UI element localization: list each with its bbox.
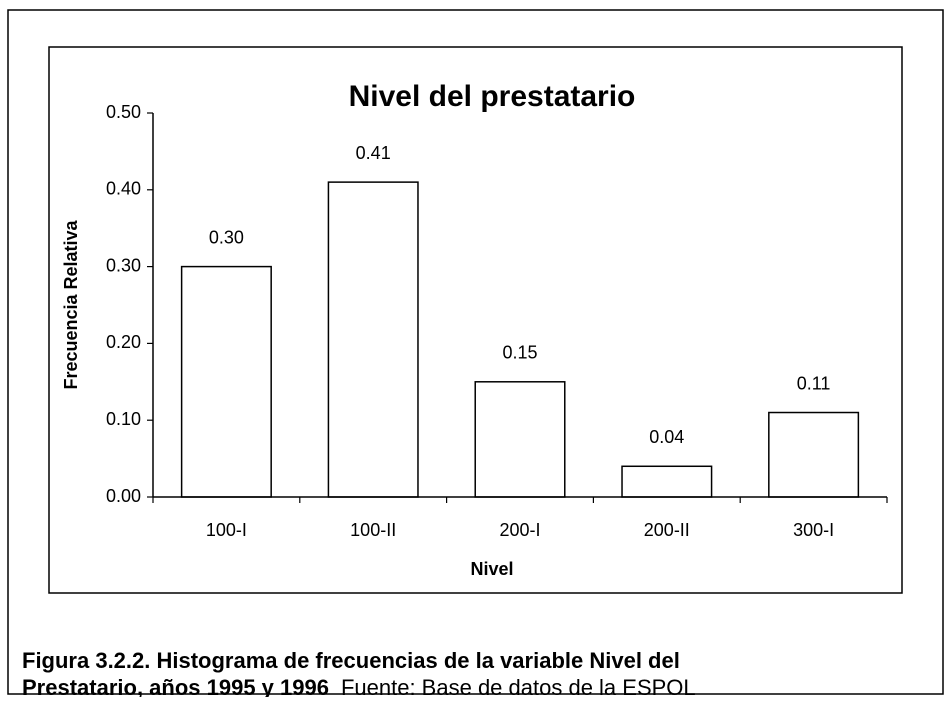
y-tick-label: 0.50 (106, 102, 141, 122)
caption-line: Prestatario, años 1995 y 1996 Fuente: Bas… (22, 675, 696, 697)
x-axis-label: Nivel (470, 559, 513, 579)
y-tick-label: 0.10 (106, 409, 141, 429)
x-tick-label: 300-I (793, 520, 834, 540)
value-label: 0.04 (649, 427, 684, 447)
caption-line: Figura 3.2.2. Histograma de frecuencias … (22, 648, 680, 673)
x-tick-label: 100-II (350, 520, 396, 540)
y-tick-label: 0.40 (106, 179, 141, 199)
value-label: 0.41 (356, 143, 391, 163)
value-label: 0.11 (797, 373, 831, 393)
y-tick-label: 0.20 (106, 332, 141, 352)
bar (768, 411, 860, 498)
chart-title: Nivel del prestatario (349, 80, 636, 113)
y-tick-label: 0.30 (106, 255, 141, 275)
bar (180, 265, 272, 498)
y-axis-label: Frecuencia Relativa (61, 219, 81, 389)
bar (621, 465, 713, 498)
y-tick-label: 0.00 (106, 486, 141, 506)
x-tick-label: 200-II (644, 520, 690, 540)
chart-border (48, 46, 903, 594)
bar (327, 181, 419, 498)
caption-source: Fuente: Base de datos de la ESPOL (341, 675, 696, 697)
caption-text: Prestatario, años 1995 y 1996 (22, 675, 329, 697)
x-tick-label: 100-I (206, 520, 247, 540)
bar (474, 381, 566, 498)
value-label: 0.30 (209, 227, 244, 247)
value-label: 0.15 (502, 343, 537, 363)
x-tick-label: 200-I (499, 520, 540, 540)
